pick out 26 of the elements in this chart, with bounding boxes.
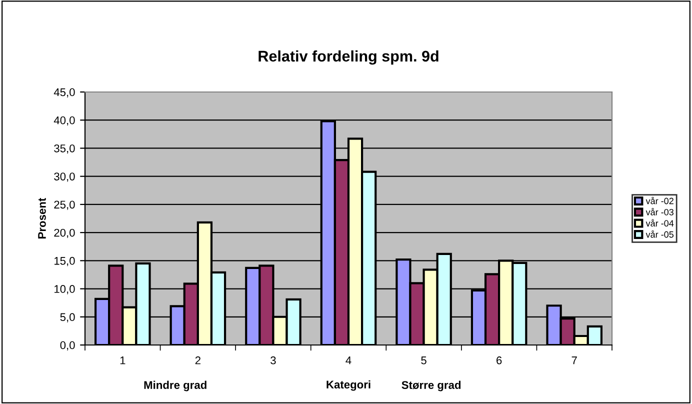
x-axis-title: Kategori [326,380,370,391]
y-tick-label: 25,0 [54,200,75,210]
legend-label: vår -03 [646,208,674,216]
legend-label: vår -02 [646,196,674,204]
legend-label: vår -04 [646,219,674,227]
x-tick-label: 6 [496,356,502,364]
y-tick-label: 45,0 [54,88,75,98]
x-tick-label: 1 [120,356,126,364]
y-tick-label: 15,0 [54,256,75,266]
y-axis-title: Prosent [38,198,46,238]
legend-label: vår -05 [646,230,674,238]
x-tick-label: 7 [572,356,577,364]
y-tick-label: 5,0 [60,313,75,322]
x-tick-label: 4 [346,356,352,364]
y-tick-label: 40,0 [54,116,75,126]
x-tick-label: 5 [421,356,426,364]
x-tick-label: 3 [270,356,276,364]
y-tick-label: 10,0 [54,285,75,294]
y-tick-label: 0,0 [60,341,75,350]
x-tick-label: 2 [195,356,200,364]
chart-title: Relativ fordeling spm. 9d [258,50,438,65]
text: Mindre grad [144,380,206,392]
text: Større grad [402,380,461,392]
y-tick-label: 20,0 [54,228,75,238]
y-tick-label: 30,0 [54,172,75,182]
y-tick-label: 35,0 [54,144,75,154]
